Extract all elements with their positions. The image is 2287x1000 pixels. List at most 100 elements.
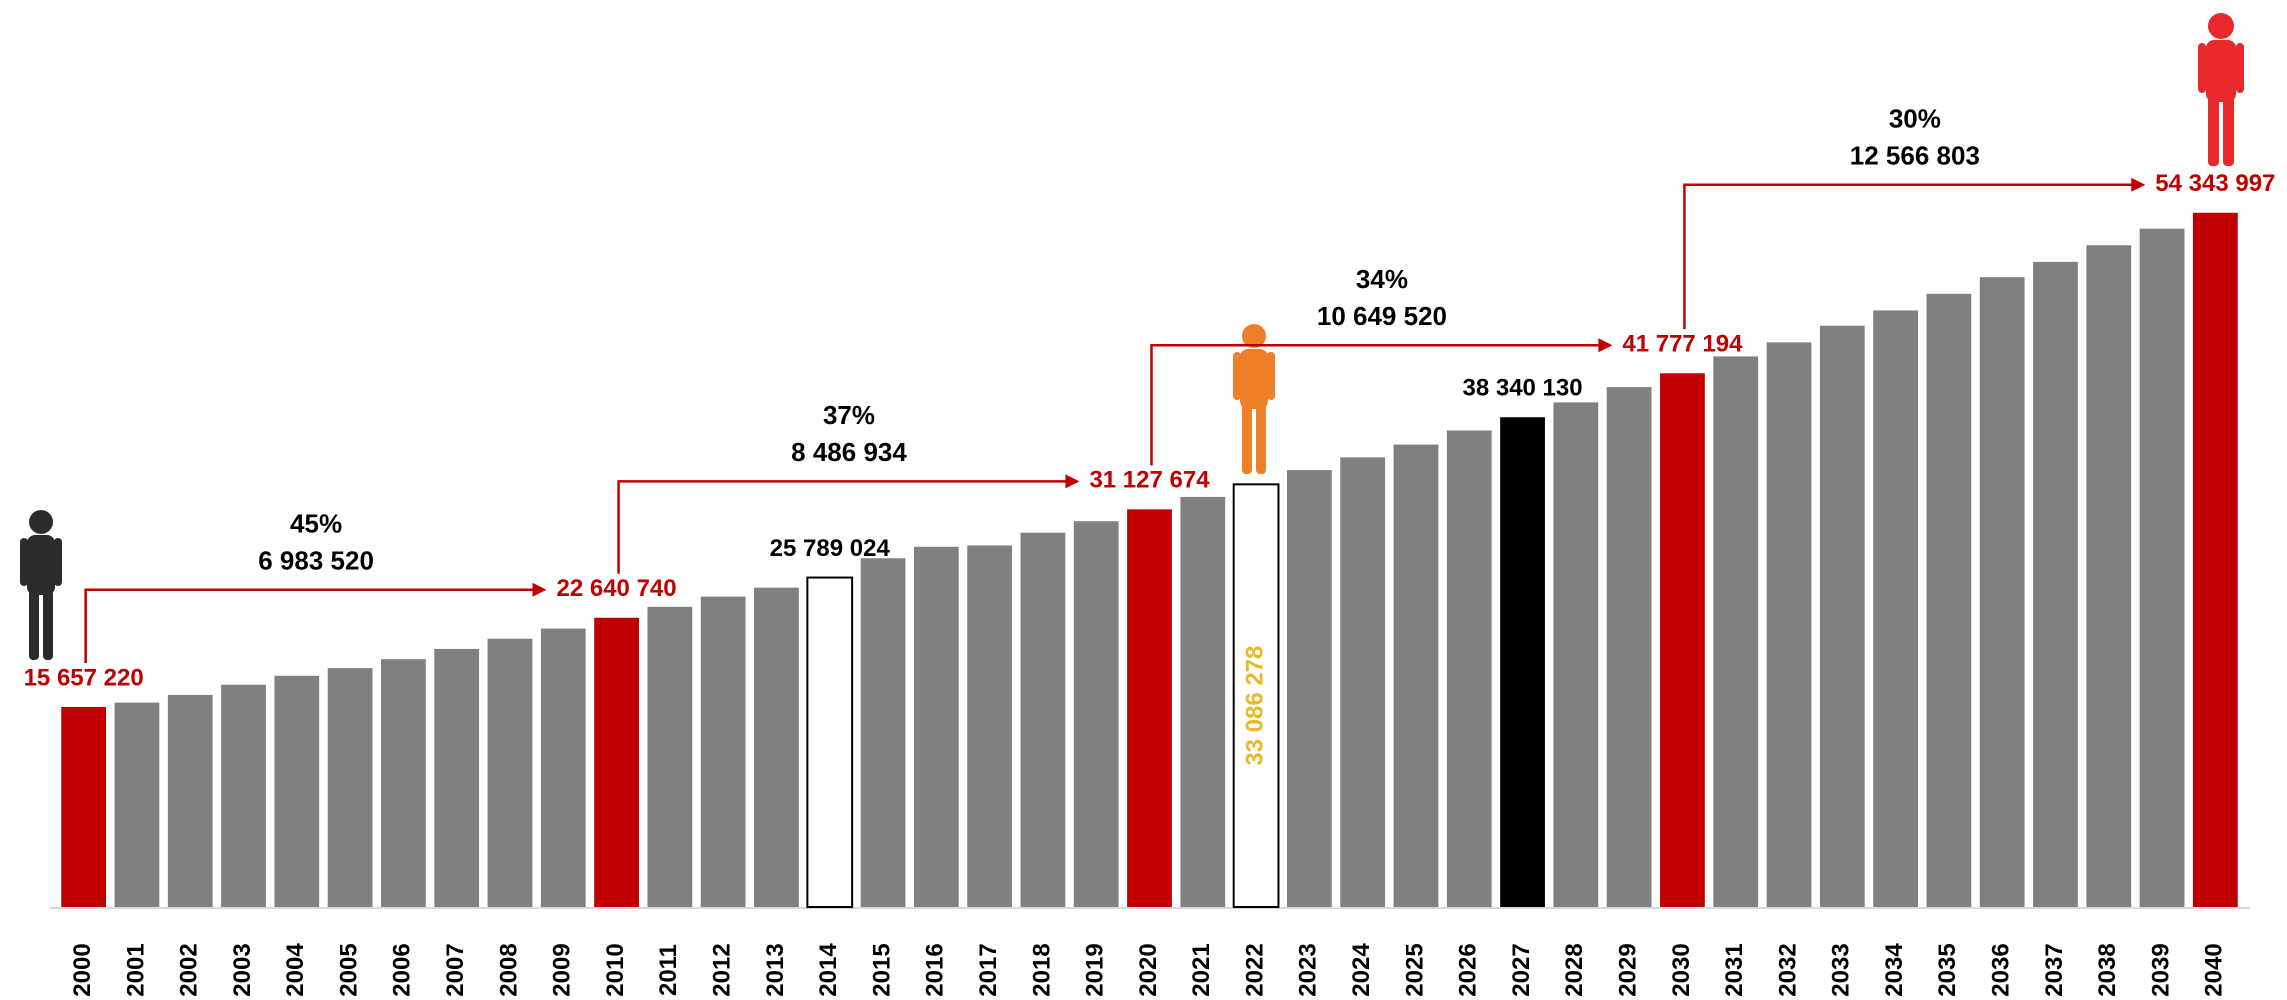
growth-arrow — [84, 588, 535, 663]
bar — [913, 546, 959, 907]
bar — [754, 587, 799, 907]
x-tick-label: 2038 — [2094, 943, 2121, 996]
arrow-head — [1598, 338, 1613, 353]
x-tick-label: 2019 — [1082, 943, 1109, 996]
x-tick-label: 2017 — [975, 943, 1002, 996]
x-tick-label: 2015 — [868, 943, 895, 996]
x-tick-label: 2026 — [1455, 943, 1482, 996]
bar — [2192, 212, 2238, 908]
x-tick-label: 2012 — [709, 943, 736, 996]
bar — [806, 576, 854, 909]
bar — [1393, 444, 1439, 907]
x-tick-label: 2003 — [229, 943, 256, 996]
x-tick-label: 2002 — [176, 943, 203, 996]
bar — [860, 558, 906, 907]
growth-percent: 30% — [1889, 104, 1941, 134]
data-label: 41 777 194 — [1622, 331, 1743, 358]
bar — [2139, 228, 2185, 907]
growth-arrow — [1150, 344, 1601, 466]
x-tick-label: 2024 — [1348, 943, 1375, 997]
x-tick-label: 2010 — [602, 943, 629, 996]
bar — [1926, 293, 1972, 907]
person-icon — [20, 510, 62, 660]
bar — [594, 617, 639, 907]
data-label: 22 640 740 — [557, 575, 677, 602]
growth-change: 6 983 520 — [258, 546, 374, 576]
growth-percent: 45% — [290, 509, 342, 539]
bar — [381, 659, 426, 907]
bar — [1819, 325, 1865, 907]
bar — [2033, 261, 2078, 908]
data-label: 33 086 278 — [1241, 646, 1268, 766]
bar — [1713, 356, 1759, 907]
bar — [1873, 310, 1918, 907]
x-tick-label: 2030 — [1668, 943, 1695, 996]
data-label: 38 340 130 — [1462, 375, 1582, 402]
bar — [61, 706, 107, 907]
x-tick-label: 2013 — [762, 943, 789, 996]
bar — [167, 694, 213, 907]
x-tick-label: 2009 — [549, 943, 576, 996]
bar — [1606, 387, 1652, 907]
x-tick-label: 2028 — [1561, 943, 1588, 996]
bar — [1127, 509, 1172, 907]
x-tick-label: 2027 — [1508, 943, 1535, 996]
arrow-head — [2131, 177, 2146, 192]
bar — [2086, 245, 2132, 907]
bar — [434, 648, 480, 907]
x-tick-label: 2022 — [1241, 943, 1268, 996]
x-tick-label: 2032 — [1774, 943, 1801, 996]
bar — [1073, 521, 1119, 907]
growth-arrow — [1683, 183, 2134, 330]
x-tick-label: 2020 — [1135, 943, 1162, 996]
arrow-head — [1065, 474, 1080, 489]
bar — [1446, 430, 1492, 907]
bar — [114, 702, 160, 907]
growth-arrow — [617, 480, 1068, 574]
data-label: 54 343 997 — [2155, 170, 2275, 197]
x-tick-label: 2000 — [69, 943, 96, 996]
bar — [1766, 342, 1812, 907]
bar — [274, 675, 320, 907]
x-tick-label: 2035 — [1934, 943, 1961, 996]
bar — [221, 684, 266, 907]
x-tick-label: 2018 — [1028, 943, 1055, 996]
x-tick-label: 2034 — [1881, 943, 1908, 997]
person-icon — [1233, 324, 1275, 474]
x-tick-label: 2014 — [815, 943, 842, 997]
x-tick-label: 2001 — [122, 943, 149, 996]
x-tick-label: 2016 — [922, 943, 949, 996]
x-tick-label: 2011 — [655, 944, 682, 996]
data-label: 15 657 220 — [24, 664, 144, 691]
bar — [1340, 457, 1386, 907]
bar — [327, 668, 373, 907]
data-label: 25 789 024 — [770, 535, 891, 562]
growth-change: 10 649 520 — [1317, 301, 1447, 331]
x-tick-label: 2031 — [1721, 943, 1748, 996]
bar — [1500, 417, 1545, 907]
x-tick-label: 2007 — [442, 943, 469, 996]
x-tick-label: 2004 — [282, 943, 309, 997]
x-tick-label: 2039 — [2147, 943, 2174, 996]
arrow-head — [532, 582, 547, 597]
x-tick-label: 2021 — [1188, 943, 1215, 996]
x-tick-label: 2005 — [335, 943, 362, 996]
bar — [487, 638, 533, 907]
x-tick-label: 2036 — [1988, 943, 2015, 996]
x-tick-label: 2006 — [389, 943, 416, 996]
x-tick-label: 2033 — [1828, 943, 1855, 996]
bar — [1020, 532, 1066, 907]
x-tick-label: 2029 — [1614, 943, 1641, 996]
x-tick-label: 2008 — [495, 943, 522, 996]
data-label: 31 127 674 — [1089, 467, 1210, 494]
x-tick-label: 2023 — [1295, 943, 1322, 996]
x-tick-label: 2037 — [2041, 943, 2068, 996]
person-icon — [2198, 13, 2244, 166]
bar — [1553, 402, 1599, 907]
x-tick-label: 2040 — [2201, 943, 2228, 996]
bar — [1232, 483, 1280, 908]
growth-percent: 37% — [823, 400, 875, 430]
bar — [1979, 277, 2025, 908]
